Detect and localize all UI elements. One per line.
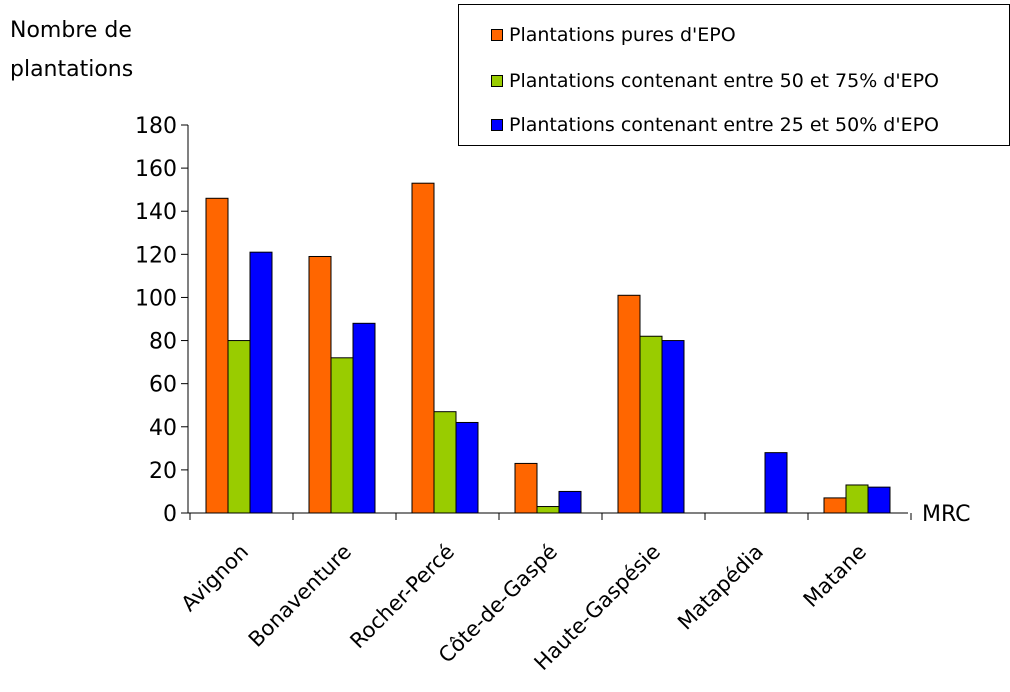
legend-swatch-pure xyxy=(491,29,503,41)
bar-1-4 xyxy=(639,335,663,514)
category-label: Matapédia xyxy=(673,540,768,635)
y-axis-label-line-1: Nombre de xyxy=(10,18,132,43)
bar-2-2 xyxy=(455,421,479,514)
bar-1-1 xyxy=(330,357,354,514)
y-axis-label-line-2: plantations xyxy=(10,57,134,82)
bar-1-6 xyxy=(845,484,869,514)
bar-0-1 xyxy=(308,255,332,514)
bar-2-0 xyxy=(249,251,273,514)
bar-2-5 xyxy=(764,452,788,514)
legend-item-50-75: Plantations contenant entre 50 et 75% d'… xyxy=(491,69,939,93)
y-tick-label: 120 xyxy=(135,243,177,268)
legend-label-50-75: Plantations contenant entre 50 et 75% d'… xyxy=(509,70,939,92)
bar-0-3 xyxy=(514,462,538,514)
bar-0-4 xyxy=(617,294,641,514)
y-tick-label: 100 xyxy=(135,286,177,311)
y-tick-label: 180 xyxy=(135,114,177,139)
bar-0-2 xyxy=(411,182,435,514)
y-tick-label: 160 xyxy=(135,157,177,182)
legend-label-25-50: Plantations contenant entre 25 et 50% d'… xyxy=(509,114,939,136)
x-axis-label: MRC xyxy=(922,502,971,527)
bar-2-4 xyxy=(661,340,685,514)
category-label: Matane xyxy=(799,540,871,612)
bar-2-6 xyxy=(867,486,891,514)
plot-area: 0 20 40 60 80 100 120 140 160 180 MRC AvignonBonave… xyxy=(135,114,971,675)
y-tick-label: 80 xyxy=(149,330,177,355)
legend: Plantations pures d'EPO Plantations cont… xyxy=(458,4,1010,146)
y-tick-label: 60 xyxy=(149,373,177,398)
legend-item-pure: Plantations pures d'EPO xyxy=(491,23,736,47)
y-tick-label: 40 xyxy=(149,416,177,441)
category-label: Rocher-Percé xyxy=(345,540,459,654)
legend-swatch-25-50 xyxy=(491,119,503,131)
legend-label-pure: Plantations pures d'EPO xyxy=(509,24,736,46)
category-label: Bonaventure xyxy=(244,540,356,652)
bar-1-0 xyxy=(227,340,251,514)
y-tick-label: 20 xyxy=(149,459,177,484)
category-label: Avignon xyxy=(177,540,254,617)
legend-item-25-50: Plantations contenant entre 25 et 50% d'… xyxy=(491,113,939,137)
bar-2-1 xyxy=(352,322,376,514)
y-tick-label: 0 xyxy=(163,502,177,527)
bar-2-3 xyxy=(558,490,582,514)
bar-0-0 xyxy=(205,197,229,514)
y-tick-label: 140 xyxy=(135,200,177,225)
legend-swatch-50-75 xyxy=(491,75,503,87)
bar-1-3 xyxy=(536,506,560,514)
bar-0-6 xyxy=(823,497,847,514)
bar-1-2 xyxy=(433,411,457,514)
